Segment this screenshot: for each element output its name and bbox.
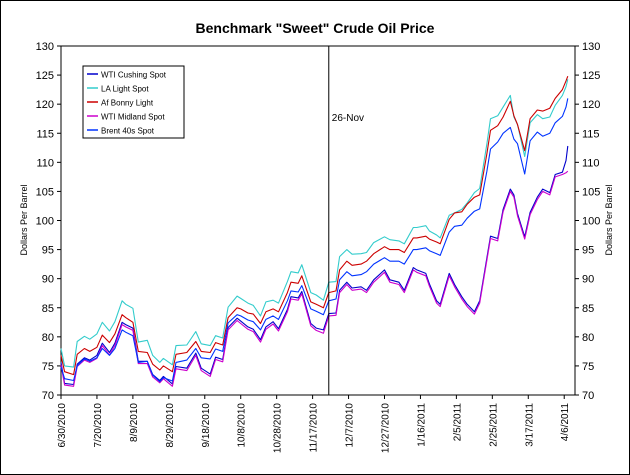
y-tick-label-right: 105 bbox=[582, 186, 600, 198]
x-tick-label: 7/20/2010 bbox=[93, 403, 104, 448]
y-tick-label-right: 75 bbox=[582, 361, 594, 373]
legend-box bbox=[82, 65, 185, 139]
series-line bbox=[60, 76, 569, 376]
y-tick-label-right: 70 bbox=[582, 390, 594, 402]
x-tick-label: 11/17/2010 bbox=[309, 403, 320, 453]
y-tick-label-right: 115 bbox=[582, 128, 600, 140]
legend-label: WTI Midland Spot bbox=[101, 113, 165, 122]
series-line bbox=[60, 98, 569, 383]
y-tick-label-left: 105 bbox=[36, 186, 54, 198]
y-tick-label-left: 125 bbox=[36, 70, 54, 82]
x-tick-label: 9/18/2010 bbox=[201, 403, 212, 448]
series-line bbox=[60, 170, 569, 387]
chart-title: Benchmark "Sweet" Crude Oil Price bbox=[195, 20, 435, 36]
series-line bbox=[60, 79, 569, 368]
series-lines bbox=[60, 76, 569, 387]
y-tick-label-left: 85 bbox=[42, 303, 54, 315]
y-tick-label-right: 120 bbox=[582, 99, 600, 111]
y-tick-label-right: 125 bbox=[582, 70, 600, 82]
x-tick-label: 12/27/2010 bbox=[380, 403, 391, 453]
x-tick-label: 10/8/2010 bbox=[237, 403, 248, 448]
x-tick-label: 8/9/2010 bbox=[129, 403, 140, 442]
y-axis-label-right: Dollars Per Barrel bbox=[604, 184, 614, 255]
y-tick-label-left: 100 bbox=[36, 216, 54, 228]
annotation-label: 26-Nov bbox=[332, 113, 364, 124]
legend-label: LA Light Spot bbox=[101, 85, 149, 94]
x-tick-label: 4/6/2011 bbox=[560, 403, 571, 442]
y-tick-label-right: 80 bbox=[582, 332, 594, 344]
legend-label: Brent 40s Spot bbox=[101, 127, 155, 136]
x-tick-label: 6/30/2010 bbox=[57, 403, 68, 448]
legend-entries: WTI Cushing Spot LA Light Spot Af Bonny Li… bbox=[87, 71, 167, 136]
y-tick-label-left: 75 bbox=[42, 361, 54, 373]
y-tick-label-left: 95 bbox=[42, 245, 54, 257]
y-tick-label-left: 115 bbox=[36, 128, 54, 140]
y-tick-label-right: 95 bbox=[582, 245, 594, 257]
y-tick-label-right: 110 bbox=[582, 157, 600, 169]
y-tick-label-left: 80 bbox=[42, 332, 54, 344]
x-tick-label: 2/5/2011 bbox=[452, 403, 463, 442]
y-tick-label-left: 120 bbox=[36, 99, 54, 111]
annotation-group: 26-Nov bbox=[328, 46, 364, 395]
x-tick-label: 3/17/2011 bbox=[524, 403, 535, 447]
y-tick-label-left: 130 bbox=[36, 41, 54, 53]
x-tick-label: 2/25/2011 bbox=[488, 403, 499, 447]
y-tick-label-left: 110 bbox=[36, 157, 54, 169]
y-tick-label-left: 70 bbox=[42, 390, 54, 402]
x-tick-label: 10/28/2010 bbox=[273, 403, 284, 453]
y-tick-label-right: 130 bbox=[582, 41, 600, 53]
x-tick-label: 12/7/2010 bbox=[345, 403, 356, 448]
y-tick-label-right: 90 bbox=[582, 274, 594, 286]
y-axis-label-left: Dollars Per Barrel bbox=[19, 184, 29, 255]
legend-label: WTI Cushing Spot bbox=[101, 71, 167, 80]
y-tick-label-left: 90 bbox=[42, 274, 54, 286]
y-tick-label-right: 85 bbox=[582, 303, 594, 315]
legend: WTI Cushing Spot LA Light Spot Af Bonny Li… bbox=[82, 65, 185, 139]
y-tick-label-right: 100 bbox=[582, 216, 600, 228]
x-tick-label: 8/29/2010 bbox=[165, 403, 176, 448]
axis-ticks: 70 70 75 75 80 80 85 85 90 90 95 95 100 100 105 105 110 1… bbox=[36, 41, 601, 453]
legend-label: Af Bonny Light bbox=[101, 99, 154, 108]
x-tick-label: 1/16/2011 bbox=[416, 403, 427, 447]
